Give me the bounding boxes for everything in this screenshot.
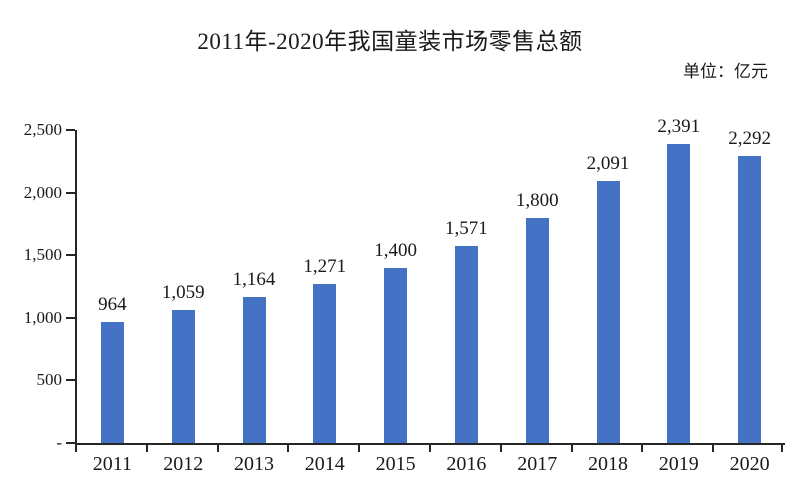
- bar-value-label: 1,400: [374, 239, 417, 261]
- bar-value-label: 2,091: [586, 153, 630, 175]
- bar-2015: [384, 267, 408, 443]
- y-axis-tick: [66, 379, 75, 382]
- x-axis-tick-label: 2018: [588, 453, 628, 475]
- y-axis-tick: [66, 254, 75, 257]
- y-axis-tick: [66, 129, 75, 131]
- x-axis-tick-label: 2020: [729, 453, 770, 475]
- bar-value-label: 964: [98, 294, 127, 316]
- x-axis-tick: [641, 443, 644, 452]
- y-axis-tick-label: 500: [36, 370, 63, 390]
- x-axis-tick: [216, 443, 219, 452]
- bar-2011: [100, 322, 124, 443]
- unit-label: 单位：亿元: [683, 62, 768, 81]
- x-axis-tick: [570, 443, 573, 452]
- bar-2017: [525, 217, 549, 443]
- x-axis-tick: [781, 443, 783, 452]
- x-axis-tick-label: 2019: [658, 453, 699, 475]
- bar-value-label: 1,059: [161, 282, 205, 304]
- x-axis-tick: [358, 443, 361, 452]
- x-axis-tick-label: 2011: [92, 453, 133, 475]
- x-axis-tick-label: 2012: [163, 453, 204, 475]
- x-axis-tick-label: 2016: [446, 453, 487, 475]
- x-axis-tick: [429, 443, 431, 452]
- bar-value-label: 2,292: [728, 128, 771, 150]
- y-axis-tick-label: 2,500: [23, 120, 62, 139]
- bar-value-label: 1,164: [232, 269, 276, 291]
- x-axis-tick: [712, 443, 715, 452]
- y-axis-tick: [66, 191, 75, 194]
- x-axis-tick: [287, 443, 290, 452]
- bar-2019: [667, 143, 691, 443]
- bar-value-label: 1,800: [515, 189, 559, 211]
- x-axis-tick: [145, 443, 148, 452]
- bar-value-label: 2,391: [657, 115, 701, 137]
- bar-2014: [313, 283, 337, 443]
- y-axis-tick-label: 2,000: [23, 182, 62, 202]
- y-axis-tick: [66, 442, 75, 444]
- y-axis-tick-label: -: [56, 433, 62, 452]
- bar-2016: [454, 246, 478, 443]
- y-axis-tick: [66, 316, 75, 319]
- bar-value-label: 1,271: [303, 255, 347, 277]
- x-axis-tick-label: 2017: [517, 453, 558, 475]
- x-axis-tick: [75, 443, 77, 452]
- chart-title: 2011年-2020年我国童装市场零售总额: [197, 29, 583, 54]
- y-axis-tick-label: 1,000: [23, 307, 62, 327]
- bar-2013: [242, 297, 266, 443]
- y-axis-tick-label: 1,500: [23, 245, 62, 265]
- bar-2018: [596, 181, 620, 443]
- x-axis-tick-label: 2013: [234, 453, 274, 475]
- x-axis-tick-label: 2014: [304, 453, 345, 475]
- x-axis-tick-label: 2015: [375, 453, 416, 475]
- x-axis-tick: [499, 443, 502, 452]
- bar-2020: [738, 156, 762, 443]
- bar-2012: [171, 310, 195, 443]
- bar-value-label: 1,571: [445, 218, 488, 240]
